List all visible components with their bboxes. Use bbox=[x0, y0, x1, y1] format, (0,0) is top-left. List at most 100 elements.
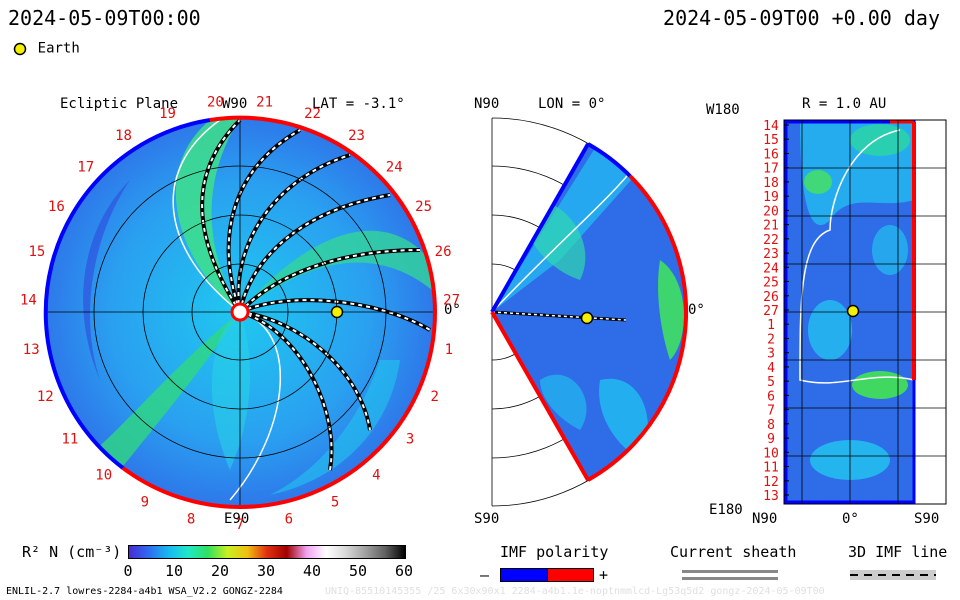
radial-side-label: 6 bbox=[767, 389, 775, 404]
carrington-label: 14 bbox=[20, 293, 37, 309]
carrington-label: 11 bbox=[61, 432, 78, 448]
radial-side-label: 24 bbox=[763, 261, 779, 276]
lon-label: LON = 0° bbox=[538, 96, 606, 112]
carrington-label: 2 bbox=[430, 389, 438, 405]
radial-side-label: 22 bbox=[763, 233, 779, 248]
radial-bottom-zero: 0° bbox=[842, 511, 859, 527]
radial-side-label: 18 bbox=[763, 176, 779, 191]
carrington-label: 27 bbox=[443, 293, 460, 309]
radial-side-label: 25 bbox=[763, 276, 779, 291]
radial-side-label: 8 bbox=[767, 418, 775, 433]
radial-side-label: 19 bbox=[763, 190, 779, 205]
meridional-plane-map bbox=[490, 117, 689, 507]
ecliptic-plane-map bbox=[43, 115, 438, 510]
radial-side-label: 12 bbox=[763, 475, 779, 490]
imf-line-title: 3D IMF line bbox=[848, 543, 948, 561]
carrington-label: 10 bbox=[95, 467, 112, 483]
imf-polarity-title: IMF polarity bbox=[500, 543, 609, 561]
colorbar-tick: 60 bbox=[394, 562, 414, 580]
radial-side-label: 27 bbox=[763, 304, 779, 319]
earth-legend-label: Earth bbox=[37, 40, 80, 57]
carrington-label: 20 bbox=[207, 94, 224, 110]
colorbar-label: R² N (cm⁻³) bbox=[22, 543, 122, 561]
sun-marker-icon bbox=[230, 302, 250, 322]
carrington-label: 17 bbox=[77, 160, 94, 176]
carrington-label: 19 bbox=[159, 106, 176, 122]
ecliptic-right-label: 0° bbox=[444, 302, 461, 318]
radial-title: R = 1.0 AU bbox=[802, 96, 887, 112]
earth-marker-radial-icon bbox=[846, 304, 860, 318]
colorbar bbox=[128, 545, 406, 559]
ecliptic-title: Ecliptic Plane bbox=[60, 96, 179, 112]
carrington-label: 16 bbox=[48, 199, 65, 215]
radial-side-label: 5 bbox=[767, 375, 775, 390]
current-sheath-line-bottom bbox=[682, 577, 778, 580]
carrington-label: 12 bbox=[37, 389, 54, 405]
carrington-label: 6 bbox=[285, 511, 293, 527]
carrington-label: 9 bbox=[141, 495, 149, 511]
ecliptic-bottom-label: E90 bbox=[224, 511, 250, 527]
colorbar-ticks: 0 10 20 30 40 50 60 bbox=[123, 562, 413, 580]
carrington-label: 26 bbox=[435, 244, 452, 260]
radial-top-left: W180 bbox=[706, 102, 740, 118]
carrington-label: 3 bbox=[406, 432, 414, 448]
radial-side-label: 26 bbox=[763, 290, 779, 305]
colorbar-tick: 50 bbox=[348, 562, 368, 580]
colorbar-tick: 30 bbox=[256, 562, 276, 580]
imf-minus-label: – bbox=[480, 566, 490, 584]
carrington-label: 8 bbox=[187, 511, 195, 527]
earth-marker-meridional-icon bbox=[580, 311, 594, 325]
earth-marker-icon bbox=[330, 305, 344, 319]
carrington-label: 7 bbox=[236, 517, 244, 533]
radial-side-label: 13 bbox=[763, 489, 779, 504]
radial-side-label: 7 bbox=[767, 404, 775, 419]
carrington-label: 25 bbox=[415, 199, 432, 215]
radial-side-label: 20 bbox=[763, 204, 779, 219]
current-sheath-line-top bbox=[682, 570, 778, 573]
imf-line-sample bbox=[850, 570, 936, 580]
imf-plus-label: + bbox=[599, 566, 609, 584]
footer-model-info: ENLIL-2.7 lowres-2284-a4b1 WSA_V2.2 GONG… bbox=[6, 586, 283, 597]
colorbar-tick: 40 bbox=[302, 562, 322, 580]
radial-side-label: 16 bbox=[763, 148, 779, 163]
earth-legend: Earth bbox=[12, 38, 80, 57]
carrington-label: 23 bbox=[348, 128, 365, 144]
datetime-right: 2024-05-09T00 +0.00 day bbox=[663, 6, 940, 30]
imf-negative-swatch bbox=[500, 568, 548, 582]
carrington-label: 21 bbox=[256, 94, 273, 110]
radial-side-label: 14 bbox=[763, 119, 779, 134]
carrington-label: 13 bbox=[23, 342, 40, 358]
meridional-bottom-label: S90 bbox=[474, 511, 500, 527]
radial-side-label: 2 bbox=[767, 333, 775, 348]
colorbar-tick: 0 bbox=[123, 562, 133, 580]
ecliptic-top-label: W90 bbox=[222, 96, 248, 112]
carrington-label: 1 bbox=[445, 342, 453, 358]
earth-marker-icon bbox=[13, 42, 27, 55]
radial-bottom-s90: S90 bbox=[914, 511, 940, 527]
carrington-label: 15 bbox=[28, 244, 45, 260]
meridional-right-label: 0° bbox=[688, 302, 705, 318]
footer-run-id: UNIQ-85510145355 /25 6x30x90x1 2284-a4b1… bbox=[325, 586, 825, 597]
meridional-top-label: N90 bbox=[474, 96, 500, 112]
radial-side-label: 9 bbox=[767, 432, 775, 447]
radial-side-label: 23 bbox=[763, 247, 779, 262]
carrington-label: 18 bbox=[115, 128, 132, 144]
radial-side-label: 1 bbox=[767, 318, 775, 333]
carrington-label: 24 bbox=[386, 160, 403, 176]
carrington-label: 22 bbox=[304, 106, 321, 122]
carrington-label: 5 bbox=[331, 495, 339, 511]
radial-side-label: 21 bbox=[763, 219, 779, 234]
radial-bottom-n90: N90 bbox=[752, 511, 778, 527]
carrington-label: 4 bbox=[372, 467, 380, 483]
radial-bottom-left: E180 bbox=[709, 502, 743, 518]
colorbar-tick: 10 bbox=[164, 562, 184, 580]
radial-side-labels: 1415161718192021222324252627123456789101… bbox=[763, 119, 789, 504]
colorbar-tick: 20 bbox=[210, 562, 230, 580]
datetime-left: 2024-05-09T00:00 bbox=[8, 6, 201, 30]
radial-side-label: 11 bbox=[763, 461, 779, 476]
current-sheath-title: Current sheath bbox=[670, 543, 797, 561]
lat-label: LAT = -3.1° bbox=[312, 96, 405, 112]
imf-line-dashes bbox=[850, 574, 936, 576]
